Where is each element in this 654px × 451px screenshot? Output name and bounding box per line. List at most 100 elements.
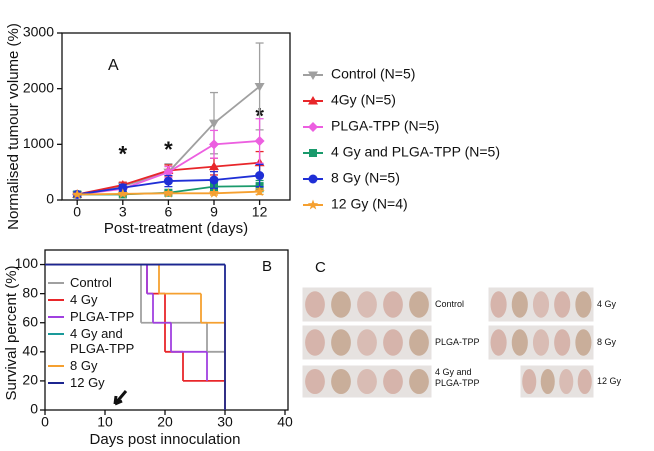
y-tick-label: 0 <box>46 191 54 207</box>
tumour <box>532 291 550 318</box>
tumour <box>409 368 429 395</box>
panel-label: C <box>315 259 326 276</box>
legend-label: 8 Gy (N=5) <box>331 170 400 186</box>
legend-swatch <box>48 299 64 301</box>
legend-marker <box>308 174 318 184</box>
legend-marker <box>308 96 318 105</box>
tumour <box>409 329 429 356</box>
tumour <box>522 368 537 395</box>
tumour <box>559 368 574 395</box>
tumour <box>554 291 571 318</box>
tumour <box>331 291 351 318</box>
y-tick-label: 60 <box>22 313 38 329</box>
legend-swatch <box>48 365 64 367</box>
x-tick-label: 6 <box>165 204 173 220</box>
x-tick-label: 40 <box>277 414 293 430</box>
data-point <box>254 186 265 197</box>
x-tick-label: 10 <box>97 414 113 430</box>
tumour <box>575 291 592 318</box>
photo-caption: 12 Gy <box>597 375 622 386</box>
tumour <box>554 329 571 356</box>
legend-item: 4 Gy and PLGA-TPP <box>48 326 158 356</box>
legend-label: 8 Gy <box>70 358 98 373</box>
tumour <box>305 291 325 318</box>
tumour <box>511 291 528 318</box>
y-tick-label: 20 <box>22 372 38 388</box>
data-point <box>209 119 219 129</box>
legend-label: 12 Gy (N=4) <box>331 196 408 212</box>
y-tick-label: 3000 <box>23 24 54 40</box>
panel-label: A <box>108 57 119 74</box>
y-axis-label: Normalised tumour volume (%) <box>5 23 22 230</box>
photo-caption: PLGA-TPP <box>435 336 480 347</box>
data-point <box>209 161 219 171</box>
legend-label: 4 Gy and PLGA-TPP <box>70 326 135 356</box>
plot-frame <box>61 32 291 201</box>
y-tick-label: 0 <box>30 401 38 417</box>
legend-label: 12 Gy <box>70 375 105 390</box>
x-tick-label: 20 <box>157 414 173 430</box>
data-point <box>208 187 220 198</box>
photo-caption: 4 Gy <box>597 298 617 309</box>
tumour <box>331 329 351 356</box>
legend-item: 12 Gy <box>48 375 158 390</box>
tumour <box>305 368 325 395</box>
data-point <box>163 167 174 178</box>
tumour <box>357 291 377 318</box>
data-point <box>254 135 265 146</box>
y-tick-label: 100 <box>15 255 39 271</box>
y-tick-label: 1000 <box>23 135 54 151</box>
legend-label: PLGA-TPP <box>70 309 135 324</box>
significance-star: * <box>164 137 173 162</box>
x-tick-label: 30 <box>217 414 233 430</box>
y-tick-label: 80 <box>22 284 38 300</box>
data-point <box>163 176 173 186</box>
x-tick-label: 12 <box>252 204 268 220</box>
x-tick-label: 9 <box>210 204 218 220</box>
panel-label: B <box>262 258 272 275</box>
tumour <box>490 291 507 318</box>
data-point <box>118 183 128 193</box>
x-tick-label: 3 <box>119 204 127 220</box>
data-point <box>163 187 174 198</box>
legend-swatch <box>48 282 64 284</box>
y-tick-label: 2000 <box>23 79 54 95</box>
data-point <box>255 171 265 181</box>
tumour <box>540 368 555 395</box>
tumour <box>577 368 592 395</box>
plot-frame <box>44 249 289 411</box>
legend-label: Control <box>70 275 112 290</box>
legend-marker <box>309 149 317 157</box>
legend-item: 8 Gy <box>48 358 158 373</box>
legend: Control 4 Gy PLGA-TPP 4 Gy and PLGA-TPP 8 Gy… <box>48 275 158 392</box>
tumour <box>357 368 377 395</box>
x-axis-label: Post-treatment (days) <box>104 220 248 237</box>
tumour <box>383 329 403 356</box>
legend-label: 4 Gy <box>70 292 98 307</box>
legend-swatch <box>48 333 64 335</box>
tumour <box>383 368 403 395</box>
tumour <box>409 291 429 318</box>
x-axis-label: Days post innoculation <box>90 431 241 448</box>
data-point <box>209 175 219 185</box>
legend-item: Control <box>48 275 158 290</box>
y-axis-label: Survival percent (%) <box>3 265 20 400</box>
legend-label: Control (N=5) <box>331 66 415 82</box>
legend-marker <box>307 199 319 210</box>
tumour <box>331 368 351 395</box>
data-point <box>71 188 83 199</box>
tumour <box>490 329 507 356</box>
arrow <box>113 390 128 406</box>
legend-marker <box>308 122 318 132</box>
legend-marker <box>308 71 318 80</box>
tumour <box>575 329 592 356</box>
data-point <box>209 139 219 150</box>
tumour <box>511 329 528 356</box>
legend-label: 4Gy (N=5) <box>331 92 396 108</box>
significance-star: * <box>119 141 128 166</box>
tumour <box>532 329 550 356</box>
y-tick-label: 40 <box>22 343 38 359</box>
legend-item: PLGA-TPP <box>48 309 158 324</box>
legend-swatch <box>48 382 64 384</box>
